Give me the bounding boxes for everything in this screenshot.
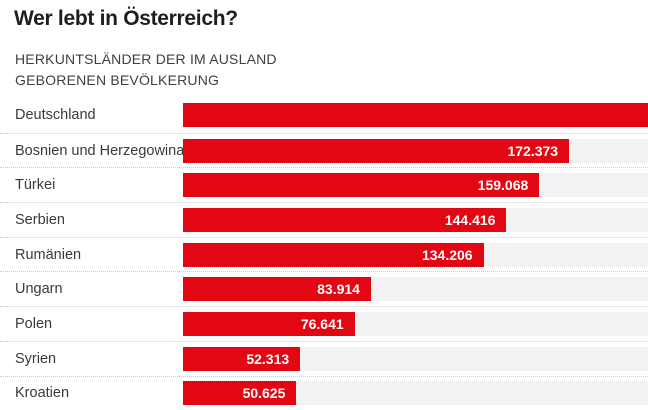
category-label: Ungarn: [15, 281, 63, 298]
bar-track: 50.625: [183, 381, 648, 406]
category-label: Serbien: [15, 211, 65, 228]
bar-track: 159.068: [183, 173, 648, 198]
category-label: Syrien: [15, 350, 57, 367]
value-label: 172.373: [507, 142, 559, 159]
bar: 52.313: [183, 346, 301, 371]
chart-row: Kroatien 50.625: [0, 375, 648, 410]
chart-subtitle-line2: GEBORENEN BEVÖLKERUNG: [15, 72, 220, 88]
chart-row: Bosnien und Herzegowina 172.373: [0, 132, 648, 168]
bar-track: 134.206: [183, 242, 648, 267]
chart-row: Ungarn 83.914: [0, 271, 648, 306]
bar-track: 76.641: [183, 311, 648, 336]
bar: 172.373: [183, 138, 570, 163]
value-label: 50.625: [242, 385, 286, 402]
bar-track: 83.914: [183, 277, 648, 302]
chart-row: Serbien 144.416: [0, 202, 648, 237]
chart-row: Syrien 52.313: [0, 340, 648, 376]
bar-track: 172.373: [183, 138, 648, 163]
value-label: 52.313: [246, 350, 290, 367]
chart-title: Wer lebt in Österreich?: [14, 7, 238, 30]
bar: 144.416: [183, 207, 507, 232]
bar: 50.625: [183, 381, 297, 406]
category-label: Bosnien und Herzegowina: [15, 142, 183, 159]
bar: 159.068: [183, 173, 540, 198]
chart-row: Türkei 159.068: [0, 167, 648, 202]
chart-subtitle: HERKUNTSLÄNDER DER IM AUSLAND GEBORENEN …: [15, 49, 277, 91]
category-label: Kroatien: [15, 385, 70, 402]
bar: 83.914: [183, 277, 371, 302]
chart-row: Deutschland: [0, 98, 648, 133]
value-label: 76.641: [300, 315, 344, 332]
value-label: 159.068: [477, 177, 529, 194]
chart-row: Polen 76.641: [0, 306, 648, 341]
value-label: 134.206: [421, 246, 473, 263]
bar-chart: Deutschland Bosnien und Herzegowina 172.37…: [0, 98, 648, 410]
bar-track: 144.416: [183, 207, 648, 232]
category-label: Türkei: [15, 177, 56, 194]
chart-row: Rumänien 134.206: [0, 236, 648, 272]
chart-subtitle-line1: HERKUNTSLÄNDER DER IM AUSLAND: [15, 51, 277, 67]
bar-track: 52.313: [183, 346, 648, 371]
bar: 134.206: [183, 242, 484, 267]
value-label: 83.914: [317, 281, 360, 298]
category-label: Polen: [15, 315, 53, 332]
category-label: Deutschland: [15, 107, 96, 124]
value-label: 144.416: [444, 211, 496, 228]
bar-track: [183, 103, 648, 128]
bar: 76.641: [183, 311, 355, 336]
bar: [183, 103, 648, 128]
category-label: Rumänien: [15, 246, 82, 263]
